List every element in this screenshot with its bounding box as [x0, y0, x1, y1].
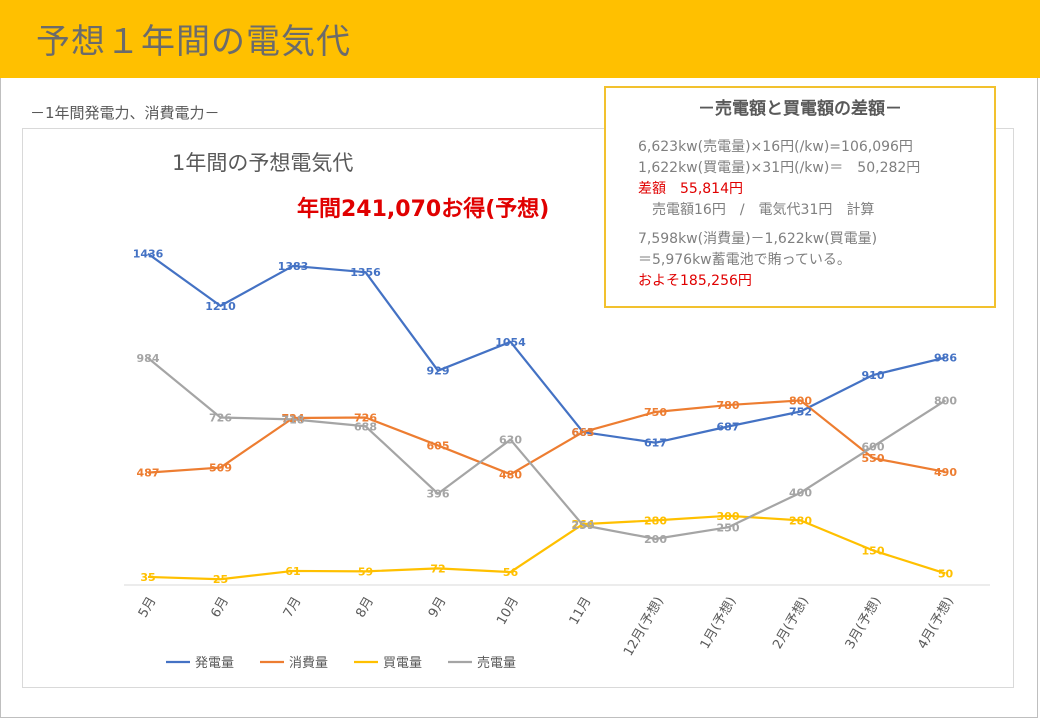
x-tick-label: 11月	[567, 595, 595, 628]
data-label: 688	[354, 420, 377, 433]
data-label: 264	[572, 518, 595, 531]
info-box-line: 7,598kw(消費量)－1,622kw(買電量)	[638, 231, 878, 247]
data-label: 487	[137, 467, 160, 480]
data-label: 929	[427, 365, 450, 378]
data-label: 509	[209, 462, 232, 475]
data-label: 480	[499, 468, 522, 481]
data-label: 1383	[278, 260, 309, 273]
chart-subheading: －1年間発電力、消費電力－	[30, 104, 220, 122]
series-line-0	[147, 252, 946, 444]
data-label: 550	[862, 452, 885, 465]
x-tick-label: 9月	[426, 595, 450, 621]
data-label: 750	[644, 406, 667, 419]
data-label: 1054	[495, 336, 526, 349]
data-label: 490	[934, 466, 957, 479]
data-label: 600	[862, 441, 885, 454]
data-label: 280	[789, 514, 812, 527]
x-tick-label: 3月(予想)	[842, 594, 885, 652]
data-label: 687	[717, 421, 740, 434]
legend-label: 消費量	[289, 656, 328, 671]
data-label: 724	[282, 412, 305, 425]
data-label: 800	[934, 394, 957, 407]
x-tick-label: 4月(予想)	[914, 594, 957, 652]
data-label: 280	[644, 514, 667, 527]
x-tick-label: 10月	[494, 595, 522, 628]
data-label: 1356	[350, 266, 381, 279]
x-tick-label: 2月(予想)	[769, 594, 812, 652]
chart-annotation: 年間241,070お得(予想)	[297, 196, 549, 222]
data-label: 726	[354, 412, 377, 425]
data-label: 605	[427, 439, 450, 452]
info-box-line: およそ185,256円	[638, 273, 752, 289]
data-label: 72	[430, 562, 445, 575]
series-line-1	[147, 399, 946, 476]
series-line-2	[147, 514, 946, 581]
data-label: 663	[572, 426, 595, 439]
data-label: 663	[572, 426, 595, 439]
data-label: 1436	[133, 248, 164, 261]
x-tick-label: 6月	[208, 595, 232, 621]
info-box-line: 1,622kw(買電量)×31円(/kw)＝ 50,282円	[638, 160, 921, 176]
data-label: 150	[862, 544, 885, 557]
series-line-3	[147, 357, 947, 540]
data-label: 986	[934, 352, 957, 365]
page-title: 予想１年間の電気代	[36, 22, 351, 62]
data-label: 25	[213, 573, 228, 586]
info-box: －売電額と買電額の差額－ 6,623kw(売電量)×16円(/kw)=106,0…	[604, 86, 996, 308]
data-label: 200	[644, 533, 667, 546]
legend-label: 売電量	[477, 655, 516, 671]
data-label: 56	[503, 566, 519, 579]
x-tick-label: 8月	[353, 595, 377, 621]
data-label: 752	[789, 406, 812, 419]
data-label: 630	[499, 434, 522, 447]
data-label: 780	[717, 399, 740, 412]
x-tick-label: 1月(予想)	[697, 594, 740, 652]
x-tick-label: 5月	[136, 595, 160, 621]
info-box-line: 差額 55,814円	[638, 181, 743, 197]
data-label: 396	[427, 488, 450, 501]
data-label: 718	[282, 413, 305, 426]
data-label: 250	[717, 521, 740, 534]
data-label: 910	[862, 369, 885, 382]
data-label: 300	[717, 510, 740, 523]
data-label: 726	[209, 412, 232, 425]
legend-label: 買電量	[383, 656, 422, 671]
data-label: 61	[285, 565, 300, 578]
x-tick-label: 12月(予想)	[620, 594, 667, 659]
info-box-line: 売電額16円 / 電気代31円 計算	[638, 202, 875, 218]
data-label: 1210	[205, 300, 236, 313]
data-label: 50	[938, 567, 954, 580]
x-tick-label: 7月	[281, 595, 305, 621]
data-label: 800	[789, 394, 812, 407]
data-label: 617	[644, 437, 667, 450]
title-banner: 予想１年間の電気代	[0, 0, 1040, 78]
data-label: 400	[789, 487, 812, 500]
chart-title: 1年間の予想電気代	[172, 151, 353, 175]
info-box-title: －売電額と買電額の差額－	[698, 99, 902, 119]
data-label: 984	[137, 352, 160, 365]
info-box-line: ＝5,976kw蓄電池で賄っている。	[638, 252, 851, 268]
data-label: 59	[358, 565, 373, 578]
info-box-line: 6,623kw(売電量)×16円(/kw)=106,096円	[638, 139, 913, 155]
chart-area	[22, 128, 1014, 688]
data-label: 259	[572, 519, 595, 532]
legend-label: 発電量	[195, 656, 234, 671]
data-label: 35	[140, 571, 155, 584]
